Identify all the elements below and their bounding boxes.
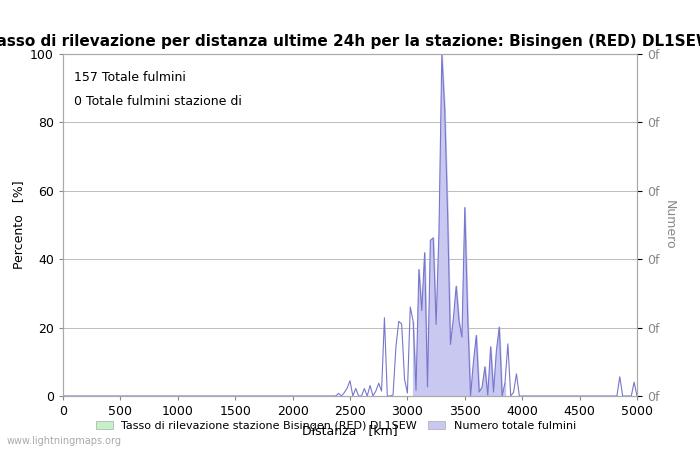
Y-axis label: Numero: Numero bbox=[663, 200, 676, 250]
Text: 0 Totale fulmini stazione di: 0 Totale fulmini stazione di bbox=[74, 95, 242, 108]
X-axis label: Distanza   [km]: Distanza [km] bbox=[302, 423, 398, 436]
Legend: Tasso di rilevazione stazione Bisingen (RED) DL1SEW, Numero totale fulmini: Tasso di rilevazione stazione Bisingen (… bbox=[92, 416, 580, 436]
Y-axis label: Percento   [%]: Percento [%] bbox=[11, 181, 25, 269]
Text: 157 Totale fulmini: 157 Totale fulmini bbox=[74, 71, 186, 84]
Text: www.lightningmaps.org: www.lightningmaps.org bbox=[7, 436, 122, 446]
Title: Tasso di rilevazione per distanza ultime 24h per la stazione: Bisingen (RED) DL1: Tasso di rilevazione per distanza ultime… bbox=[0, 34, 700, 49]
